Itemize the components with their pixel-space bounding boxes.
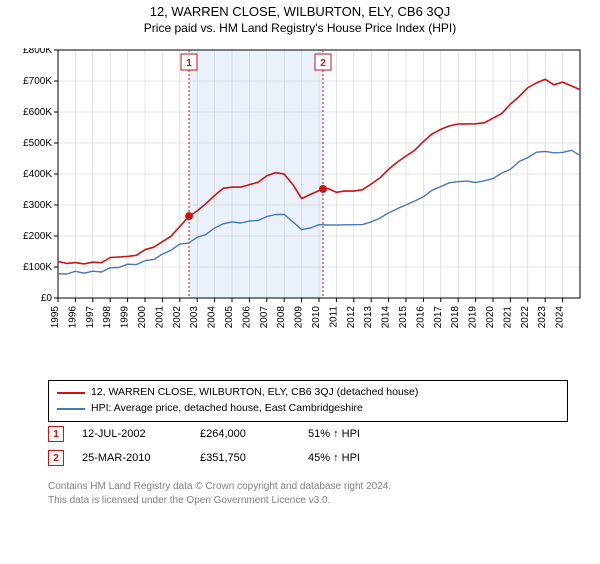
svg-text:£200K: £200K <box>23 231 52 242</box>
sale-date: 25-MAR-2010 <box>82 452 182 464</box>
svg-text:£400K: £400K <box>23 169 52 180</box>
svg-text:2013: 2013 <box>363 306 374 329</box>
sale-row: 1 12-JUL-2002 £264,000 51% ↑ HPI <box>48 422 568 446</box>
svg-text:2006: 2006 <box>241 306 252 329</box>
svg-text:2003: 2003 <box>189 306 200 329</box>
svg-text:£500K: £500K <box>23 138 52 149</box>
svg-text:2007: 2007 <box>259 306 270 329</box>
svg-text:2009: 2009 <box>294 306 305 329</box>
svg-text:£0: £0 <box>41 293 53 304</box>
page-root: 12, WARREN CLOSE, WILBURTON, ELY, CB6 3Q… <box>0 4 600 564</box>
svg-text:£800K: £800K <box>23 48 52 56</box>
footer-line-1: Contains HM Land Registry data © Crown c… <box>48 480 568 494</box>
sale-price: £351,750 <box>200 452 290 464</box>
svg-text:£700K: £700K <box>23 76 52 87</box>
svg-text:£600K: £600K <box>23 107 52 118</box>
svg-text:2024: 2024 <box>555 306 566 329</box>
footer: Contains HM Land Registry data © Crown c… <box>48 476 568 507</box>
svg-text:2015: 2015 <box>398 306 409 329</box>
svg-text:2022: 2022 <box>520 306 531 329</box>
svg-text:2023: 2023 <box>537 306 548 329</box>
svg-text:2005: 2005 <box>224 306 235 329</box>
sale-hpi: 45% ↑ HPI <box>308 452 398 464</box>
legend-swatch <box>57 408 85 410</box>
svg-text:2017: 2017 <box>433 306 444 329</box>
sale-price: £264,000 <box>200 428 290 440</box>
svg-text:2021: 2021 <box>502 306 513 329</box>
footer-line-2: This data is licensed under the Open Gov… <box>48 494 568 508</box>
svg-text:2002: 2002 <box>172 306 183 329</box>
svg-text:1997: 1997 <box>85 306 96 329</box>
chart-subtitle: Price paid vs. HM Land Registry's House … <box>0 21 600 35</box>
svg-text:2: 2 <box>320 58 326 69</box>
svg-text:2008: 2008 <box>276 306 287 329</box>
svg-text:1995: 1995 <box>50 306 61 329</box>
legend-item: HPI: Average price, detached house, East… <box>57 401 559 417</box>
svg-text:2004: 2004 <box>207 306 218 329</box>
sales-table: 1 12-JUL-2002 £264,000 51% ↑ HPI 2 25-MAR-201… <box>48 422 568 470</box>
svg-text:2019: 2019 <box>468 306 479 329</box>
svg-text:2012: 2012 <box>346 306 357 329</box>
legend-label: HPI: Average price, detached house, East… <box>91 401 363 417</box>
chart-svg: £0 £100K £200K £300K £400K £500K £600K £700K £80… <box>10 48 590 368</box>
svg-text:1998: 1998 <box>102 306 113 329</box>
legend-label: 12, WARREN CLOSE, WILBURTON, ELY, CB6 3Q… <box>91 385 418 401</box>
svg-text:1996: 1996 <box>67 306 78 329</box>
sale-date: 12-JUL-2002 <box>82 428 182 440</box>
svg-text:2016: 2016 <box>415 306 426 329</box>
svg-text:2014: 2014 <box>381 306 392 329</box>
svg-text:2000: 2000 <box>137 306 148 329</box>
svg-text:2011: 2011 <box>328 306 339 328</box>
svg-text:£100K: £100K <box>23 262 52 273</box>
sale-row: 2 25-MAR-2010 £351,750 45% ↑ HPI <box>48 446 568 470</box>
sale-badge: 1 <box>48 426 64 442</box>
sale-badge: 2 <box>48 450 64 466</box>
svg-text:2010: 2010 <box>311 306 322 329</box>
svg-text:1999: 1999 <box>120 306 131 329</box>
svg-text:£300K: £300K <box>23 200 52 211</box>
svg-text:2018: 2018 <box>450 306 461 329</box>
sale-hpi: 51% ↑ HPI <box>308 428 398 440</box>
svg-text:1: 1 <box>186 58 192 69</box>
legend: 12, WARREN CLOSE, WILBURTON, ELY, CB6 3Q… <box>48 380 568 422</box>
svg-text:2020: 2020 <box>485 306 496 329</box>
legend-item: 12, WARREN CLOSE, WILBURTON, ELY, CB6 3Q… <box>57 385 559 401</box>
legend-swatch <box>57 392 85 394</box>
chart-title: 12, WARREN CLOSE, WILBURTON, ELY, CB6 3Q… <box>0 4 600 19</box>
svg-text:2001: 2001 <box>154 306 165 329</box>
chart-area: £0 £100K £200K £300K £400K £500K £600K £700K £80… <box>10 48 590 368</box>
